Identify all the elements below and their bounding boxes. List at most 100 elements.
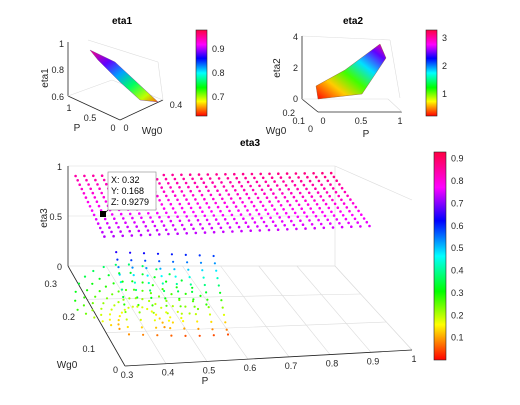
scatter-point bbox=[207, 306, 210, 309]
scatter-point bbox=[118, 272, 121, 275]
eta1-colorbar-tick: 0.8 bbox=[212, 68, 225, 78]
scatter-point bbox=[260, 188, 264, 192]
scatter-point bbox=[131, 305, 134, 308]
scatter-point bbox=[117, 266, 120, 269]
scatter-point bbox=[74, 290, 77, 293]
eta3-datatip[interactable]: X: 0.32 Y: 0.168 Z: 0.9279 bbox=[100, 171, 157, 217]
scatter-point bbox=[144, 259, 147, 262]
scatter-point bbox=[206, 298, 209, 301]
scatter-point bbox=[268, 200, 271, 203]
scatter-point bbox=[146, 229, 150, 232]
scatter-point bbox=[128, 297, 131, 300]
scatter-point bbox=[122, 217, 125, 220]
scatter-point bbox=[210, 210, 213, 213]
scatter-point bbox=[91, 282, 94, 285]
scatter-point bbox=[231, 185, 235, 188]
scatter-point bbox=[221, 306, 224, 309]
scatter-point bbox=[343, 190, 347, 194]
scatter-point bbox=[129, 251, 132, 254]
scatter-point bbox=[291, 180, 294, 183]
scatter-point bbox=[92, 174, 95, 178]
datatip-marker[interactable] bbox=[100, 211, 106, 217]
scatter-point bbox=[348, 209, 351, 213]
scatter-point bbox=[148, 299, 151, 303]
scatter-point bbox=[203, 214, 207, 218]
scatter-point bbox=[191, 177, 194, 181]
scatter-point bbox=[222, 230, 225, 234]
scatter-point bbox=[76, 308, 79, 311]
eta3-zlabel: eta3 bbox=[39, 208, 50, 228]
scatter-point bbox=[159, 267, 162, 270]
scatter-point bbox=[286, 228, 289, 231]
scatter-point bbox=[285, 172, 289, 175]
scatter-point bbox=[151, 284, 154, 287]
scatter-point bbox=[117, 290, 120, 293]
scatter-point bbox=[293, 183, 297, 187]
scatter-point bbox=[139, 318, 142, 321]
scatter-point bbox=[180, 312, 183, 315]
eta3-colorbar-tick: 0.4 bbox=[451, 266, 464, 276]
scatter-point bbox=[182, 194, 186, 197]
scatter-point bbox=[247, 225, 250, 228]
floor-gridline bbox=[144, 265, 208, 362]
scatter-point bbox=[223, 218, 227, 221]
scatter-point bbox=[229, 197, 233, 200]
scatter-point bbox=[155, 228, 159, 232]
scatter-point bbox=[131, 216, 134, 220]
scatter-point bbox=[222, 185, 226, 188]
scatter-point bbox=[167, 232, 170, 236]
scatter-point bbox=[315, 203, 319, 206]
scatter-point bbox=[275, 212, 279, 215]
eta3-ylabel: Wg0 bbox=[57, 360, 78, 371]
scatter-point bbox=[251, 217, 254, 220]
scatter-point bbox=[365, 220, 369, 224]
scatter-point bbox=[87, 183, 90, 186]
scatter-point bbox=[203, 283, 206, 287]
eta3-p-tick: 0.9 bbox=[367, 356, 380, 366]
scatter-point bbox=[357, 209, 360, 213]
scatter-point bbox=[82, 192, 86, 195]
scatter-point bbox=[129, 271, 132, 274]
scatter-point bbox=[180, 206, 184, 210]
scatter-point bbox=[206, 173, 210, 176]
scatter-point bbox=[176, 232, 179, 235]
scatter-point bbox=[173, 177, 177, 181]
eta1-surface bbox=[89, 49, 159, 103]
eta2-z-tick: 2 bbox=[293, 63, 298, 73]
eta2-title: eta2 bbox=[343, 16, 363, 27]
eta1-wg0-axis bbox=[119, 99, 164, 121]
scatter-point bbox=[268, 172, 271, 176]
scatter-point bbox=[189, 189, 192, 193]
eta1-title: eta1 bbox=[112, 16, 132, 27]
scatter-point bbox=[319, 222, 323, 226]
scatter-point bbox=[245, 192, 248, 196]
scatter-point bbox=[332, 175, 336, 179]
scatter-point bbox=[176, 310, 179, 313]
scatter-point bbox=[187, 185, 190, 189]
eta3-xlabel: P bbox=[202, 376, 209, 387]
scatter-point bbox=[220, 299, 223, 302]
scatter-point bbox=[130, 234, 134, 237]
scatter-point bbox=[261, 204, 265, 208]
scatter-point bbox=[97, 204, 101, 208]
scatter-point bbox=[184, 253, 187, 256]
scatter-point bbox=[306, 203, 310, 206]
eta2-subplot: eta2 4 2 0 0.2 0.1 0 0 0.5 1 eta2 P Wg0 … bbox=[266, 16, 447, 140]
scatter-point bbox=[259, 200, 262, 204]
scatter-point bbox=[207, 206, 211, 209]
scatter-point bbox=[312, 172, 315, 175]
scatter-point bbox=[265, 196, 269, 199]
eta3-wg0-tick: 0.3 bbox=[44, 279, 57, 289]
eta2-wg0-tick: 0.2 bbox=[282, 108, 295, 118]
scatter-point bbox=[306, 175, 309, 179]
scatter-point bbox=[254, 192, 257, 196]
scatter-point bbox=[108, 226, 111, 229]
scatter-point bbox=[192, 298, 195, 301]
scatter-point bbox=[194, 313, 197, 316]
scatter-point bbox=[124, 310, 127, 314]
scatter-point bbox=[157, 295, 161, 298]
scatter-point bbox=[335, 218, 339, 221]
scatter-point bbox=[274, 196, 278, 199]
scatter-point bbox=[104, 200, 108, 203]
